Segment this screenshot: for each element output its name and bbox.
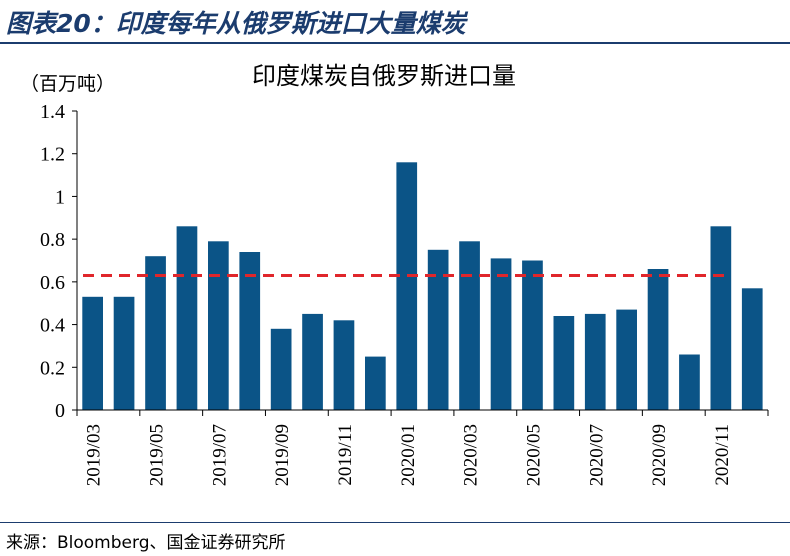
- bar-2019-04: [113, 296, 135, 410]
- bar-2019-11: [333, 320, 355, 410]
- y-tick-label: 0.4: [40, 315, 65, 337]
- y-tick-label: 0.6: [40, 272, 65, 294]
- x-tick-label: 2020/09: [649, 424, 670, 486]
- bar-2020-12: [741, 288, 763, 410]
- x-tick-label: 2020/03: [461, 424, 482, 486]
- y-tick-label: 1: [55, 186, 65, 208]
- bar-2020-03: [459, 241, 480, 410]
- y-tick-label: 0.2: [40, 357, 65, 379]
- x-tick-label: 2019/09: [272, 424, 293, 486]
- y-tick-label: 1.4: [40, 101, 65, 123]
- bar-2020-07: [584, 313, 606, 410]
- bar-2019-10: [302, 313, 323, 410]
- chart-title: 印度煤炭自俄罗斯进口量: [252, 62, 516, 90]
- x-tick-label: 2019/03: [84, 424, 105, 486]
- x-tick-label: 2019/07: [209, 424, 230, 486]
- x-tick-label: 2020/01: [398, 424, 419, 486]
- bar-2020-01: [396, 162, 418, 410]
- bar-2020-05: [522, 260, 543, 410]
- bar-2020-09: [647, 269, 669, 410]
- x-tick-label: 2019/11: [335, 424, 356, 486]
- y-tick-label: 0: [55, 400, 65, 422]
- bar-chart: 印度煤炭自俄罗斯进口量 （百万吨） 0 0.2 0.4 0.6 0.8 1 1.2 1.4 2…: [20, 62, 769, 486]
- figure-title: 图表20：印度每年从俄罗斯进口大量煤炭: [6, 9, 466, 38]
- bar-2019-06: [176, 226, 198, 410]
- y-axis-unit: （百万吨）: [20, 73, 115, 95]
- bar-2019-05: [145, 256, 166, 410]
- bar-2019-03: [82, 296, 103, 410]
- y-tick-label: 1.2: [40, 144, 65, 166]
- x-tick-label: 2020/11: [712, 424, 733, 486]
- source-note: 来源：Bloomberg、国金证券研究所: [6, 533, 286, 553]
- bar-2019-07: [208, 241, 229, 410]
- bar-2020-02: [427, 249, 449, 410]
- x-tick-label: 2019/05: [147, 424, 168, 486]
- x-tick-label: 2020/05: [523, 424, 544, 486]
- bar-2019-12: [365, 356, 386, 410]
- x-tick-label: 2020/07: [586, 424, 607, 486]
- bar-2019-08: [239, 252, 261, 410]
- source-divider: [0, 522, 790, 523]
- bar-2019-09: [270, 328, 292, 410]
- title-divider: [0, 42, 790, 44]
- bar-2020-11: [710, 226, 732, 410]
- y-tick-label: 0.8: [40, 229, 65, 251]
- bar-2020-10: [679, 354, 700, 410]
- bar-2020-04: [490, 258, 512, 410]
- bar-2020-08: [616, 309, 637, 410]
- bar-2020-06: [553, 316, 575, 410]
